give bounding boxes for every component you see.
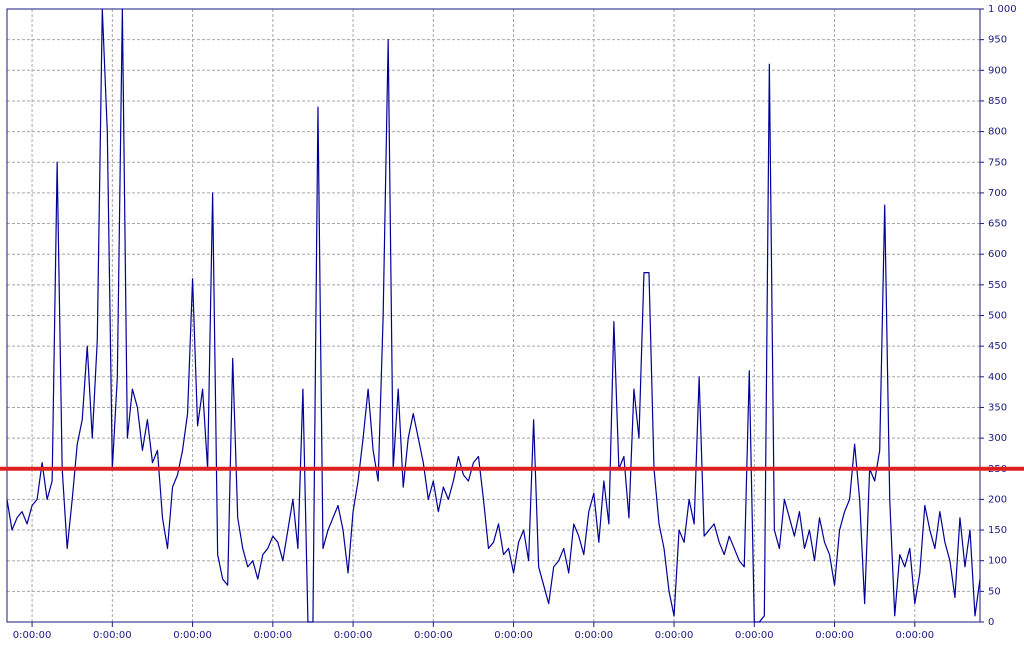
- y-tick-label: 50: [988, 586, 1001, 597]
- y-tick-label: 550: [988, 280, 1007, 291]
- plot-frame: [6, 8, 981, 623]
- x-tick-label: 0:00:00: [896, 630, 935, 641]
- x-tick-label: 0:00:00: [414, 630, 453, 641]
- y-tick-label: 950: [988, 35, 1007, 46]
- y-tick-label: 100: [988, 556, 1007, 567]
- y-tick-label: 300: [988, 433, 1007, 444]
- y-tick-label: 450: [988, 341, 1007, 352]
- x-tick-label: 0:00:00: [655, 630, 694, 641]
- x-tick-label: 0:00:00: [254, 630, 293, 641]
- x-tick-label: 0:00:00: [13, 630, 52, 641]
- x-tick-label: 0:00:00: [334, 630, 373, 641]
- y-tick-label: 800: [988, 127, 1007, 138]
- y-tick-label: 350: [988, 402, 1007, 413]
- y-tick-label: 0: [988, 617, 994, 628]
- x-tick-label: 0:00:00: [735, 630, 774, 641]
- y-tick-label: 700: [988, 188, 1007, 199]
- y-tick-label: 600: [988, 249, 1007, 260]
- x-tick-label: 0:00:00: [815, 630, 854, 641]
- y-tick-label: 200: [988, 494, 1007, 505]
- y-tick-label: 850: [988, 96, 1007, 107]
- data-line: [6, 8, 981, 623]
- y-tick-label: 500: [988, 311, 1007, 322]
- y-tick-label: 1 000: [988, 4, 1017, 15]
- x-tick-label: 0:00:00: [575, 630, 614, 641]
- x-tick-label: 0:00:00: [93, 630, 132, 641]
- x-tick-label: 0:00:00: [173, 630, 212, 641]
- y-tick-label: 400: [988, 372, 1007, 383]
- x-tick-label: 0:00:00: [494, 630, 533, 641]
- y-tick-label: 650: [988, 219, 1007, 230]
- y-tick-label: 750: [988, 157, 1007, 168]
- y-tick-label: 150: [988, 525, 1007, 536]
- y-tick-label: 900: [988, 65, 1007, 76]
